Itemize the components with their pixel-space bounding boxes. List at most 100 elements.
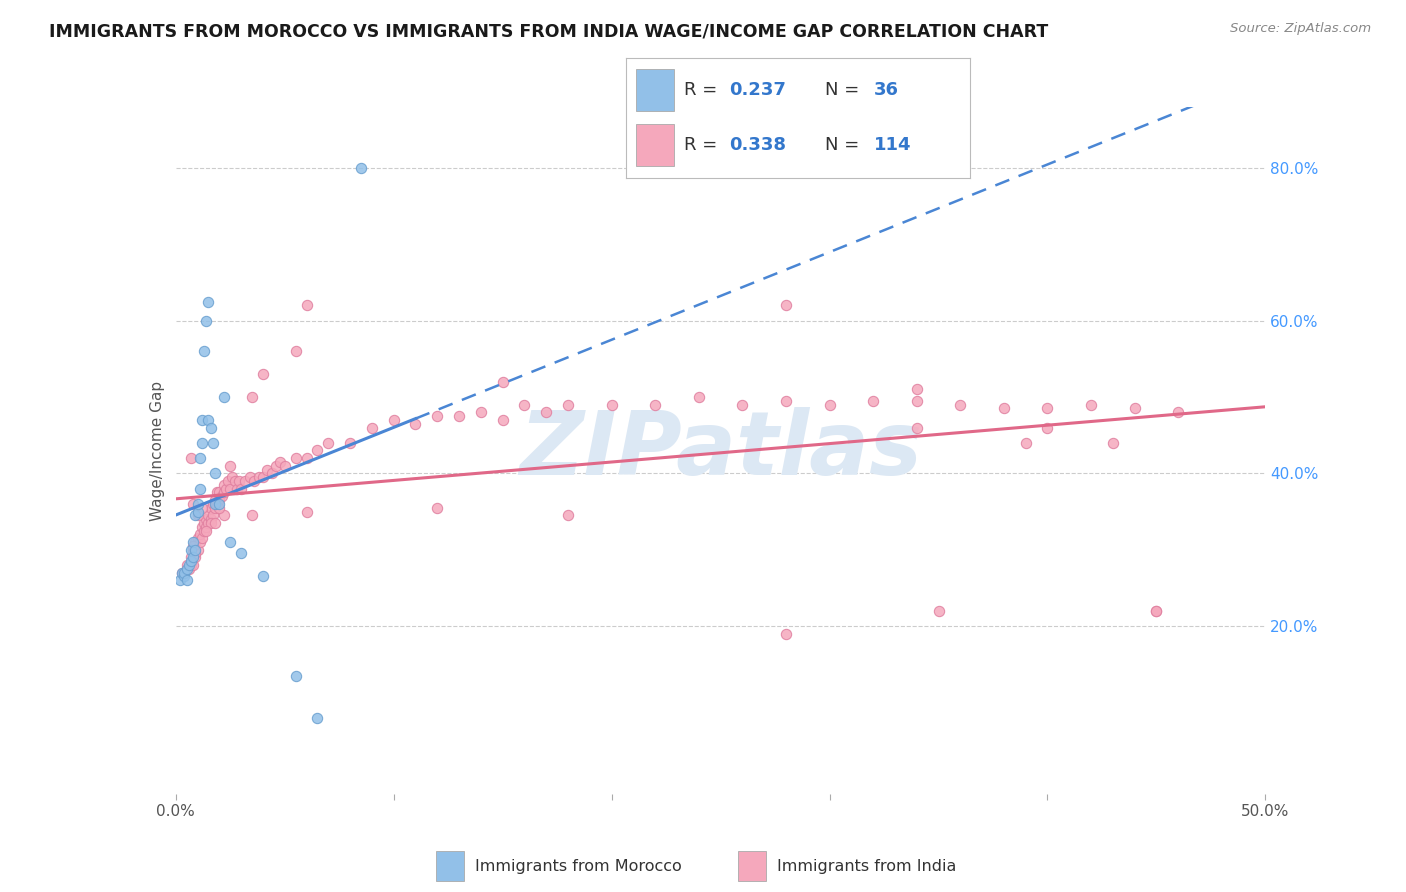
Point bbox=[274, 458, 297, 473]
Point bbox=[215, 482, 238, 496]
Point bbox=[180, 550, 202, 565]
Text: R =: R = bbox=[685, 81, 723, 99]
Point bbox=[307, 710, 329, 724]
Point bbox=[221, 470, 243, 484]
Text: Immigrants from India: Immigrants from India bbox=[778, 859, 956, 873]
Point bbox=[176, 562, 198, 576]
Point bbox=[1036, 420, 1059, 434]
Point bbox=[205, 497, 228, 511]
Point bbox=[204, 500, 226, 515]
Point bbox=[172, 566, 194, 580]
Text: 0.338: 0.338 bbox=[728, 136, 786, 154]
Point bbox=[360, 420, 382, 434]
Point bbox=[534, 405, 557, 419]
Point bbox=[208, 493, 231, 508]
Point bbox=[177, 558, 200, 572]
Text: IMMIGRANTS FROM MOROCCO VS IMMIGRANTS FROM INDIA WAGE/INCOME GAP CORRELATION CHA: IMMIGRANTS FROM MOROCCO VS IMMIGRANTS FR… bbox=[49, 22, 1049, 40]
Point bbox=[557, 398, 579, 412]
Point bbox=[295, 504, 318, 518]
Point bbox=[201, 497, 224, 511]
Point bbox=[240, 390, 263, 404]
Point bbox=[269, 455, 291, 469]
Point bbox=[177, 562, 200, 576]
Point bbox=[181, 539, 204, 553]
Point bbox=[188, 535, 211, 549]
Point bbox=[1080, 398, 1102, 412]
Point bbox=[191, 435, 214, 450]
Point bbox=[197, 413, 219, 427]
Bar bbox=[738, 851, 766, 881]
Point bbox=[256, 462, 278, 476]
Point bbox=[405, 417, 427, 431]
Point bbox=[212, 508, 235, 523]
Point bbox=[173, 569, 195, 583]
Point bbox=[600, 398, 623, 412]
Point bbox=[224, 474, 246, 488]
Point bbox=[775, 626, 797, 640]
Point bbox=[184, 542, 207, 557]
Point bbox=[949, 398, 972, 412]
Point bbox=[193, 344, 215, 359]
Point bbox=[181, 550, 204, 565]
Point bbox=[731, 398, 754, 412]
Point bbox=[217, 474, 239, 488]
Point bbox=[205, 485, 228, 500]
Point bbox=[928, 604, 950, 618]
Point bbox=[204, 497, 226, 511]
Point bbox=[180, 554, 202, 568]
Point bbox=[180, 558, 202, 572]
Text: Immigrants from Morocco: Immigrants from Morocco bbox=[475, 859, 682, 873]
Point bbox=[219, 482, 242, 496]
Point bbox=[993, 401, 1015, 416]
Point bbox=[200, 420, 222, 434]
Text: 36: 36 bbox=[873, 81, 898, 99]
Point bbox=[201, 508, 224, 523]
Point bbox=[252, 470, 274, 484]
Point bbox=[176, 573, 198, 587]
Point bbox=[186, 542, 209, 557]
Point bbox=[470, 405, 492, 419]
Point bbox=[426, 409, 449, 423]
Bar bbox=[436, 851, 464, 881]
Point bbox=[350, 161, 373, 175]
Point bbox=[181, 497, 204, 511]
Point bbox=[188, 527, 211, 541]
Point bbox=[186, 531, 209, 545]
Point bbox=[195, 314, 218, 328]
Point bbox=[513, 398, 536, 412]
Point bbox=[1167, 405, 1189, 419]
Point bbox=[195, 524, 218, 538]
Point bbox=[212, 390, 235, 404]
Point bbox=[188, 482, 211, 496]
Point bbox=[184, 546, 207, 561]
Point bbox=[240, 508, 263, 523]
Point bbox=[260, 467, 283, 481]
Point bbox=[208, 500, 231, 515]
Point bbox=[688, 390, 710, 404]
Point bbox=[235, 474, 257, 488]
Point bbox=[176, 558, 198, 572]
Text: 0.237: 0.237 bbox=[728, 81, 786, 99]
Point bbox=[200, 516, 222, 530]
Point bbox=[197, 508, 219, 523]
Point bbox=[173, 566, 195, 580]
Point bbox=[181, 542, 204, 557]
Point bbox=[176, 562, 198, 576]
Point bbox=[644, 398, 666, 412]
Point bbox=[197, 516, 219, 530]
Point bbox=[426, 500, 449, 515]
Point bbox=[862, 393, 884, 408]
Point bbox=[219, 535, 242, 549]
Point bbox=[775, 393, 797, 408]
Point bbox=[188, 451, 211, 466]
Point bbox=[905, 393, 928, 408]
Text: R =: R = bbox=[685, 136, 723, 154]
Point bbox=[295, 451, 318, 466]
Point bbox=[243, 474, 266, 488]
Point bbox=[252, 367, 274, 381]
Point bbox=[231, 482, 253, 496]
Point bbox=[492, 413, 515, 427]
Point bbox=[181, 558, 204, 572]
Point bbox=[295, 298, 318, 312]
Point bbox=[1102, 435, 1125, 450]
